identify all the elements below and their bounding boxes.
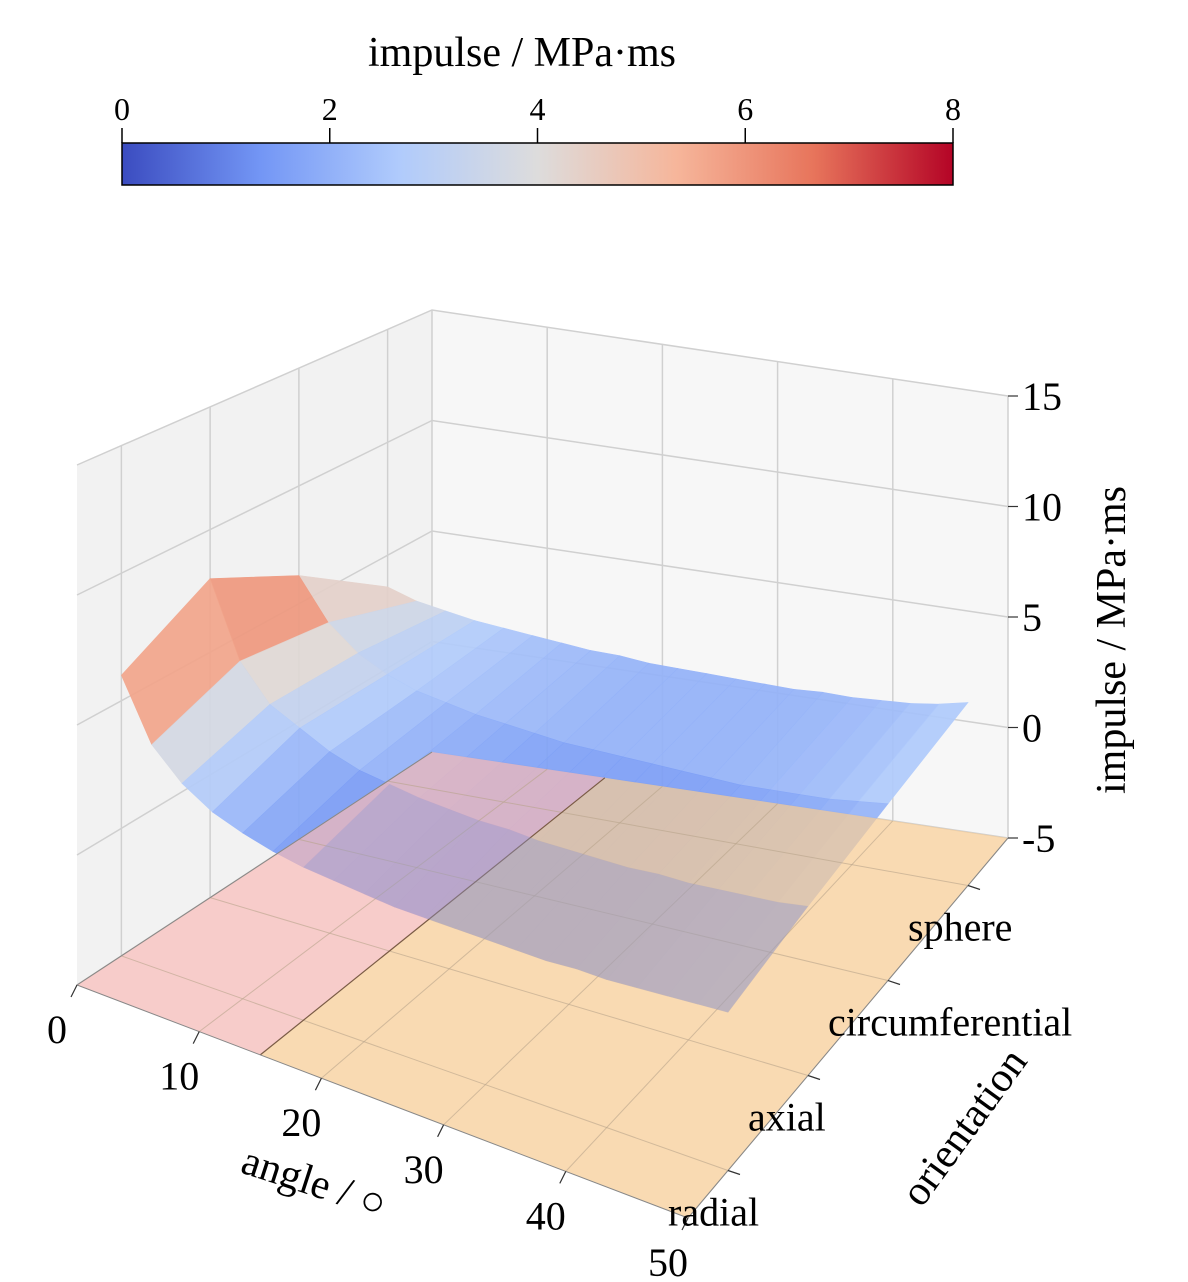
impulse-tick-label: -5 xyxy=(1022,816,1055,861)
angle-ticks: 0 10 20 30 40 50 xyxy=(47,984,689,1282)
orientation-axis-label: orientation xyxy=(892,1040,1036,1214)
angle-tick-mark xyxy=(681,1217,689,1231)
impulse-tick-label: 5 xyxy=(1022,595,1042,640)
colorbar-ticks: 0 2 4 6 8 xyxy=(114,91,961,143)
colorbar-bar xyxy=(121,142,954,186)
orientation-tick-label: circumferential xyxy=(828,1000,1072,1045)
floor-grid-line xyxy=(121,955,729,1171)
colorbar-tick-label: 8 xyxy=(945,91,961,127)
orientation-tick-mark xyxy=(727,1169,741,1176)
orientation-ticks: radial axial circumferential sphere xyxy=(668,884,1072,1235)
colorbar-tick-label: 4 xyxy=(530,91,546,127)
angle-tick-label: 30 xyxy=(404,1147,444,1192)
angle-tick-label: 40 xyxy=(526,1193,566,1238)
floor-grid-line xyxy=(565,820,894,1172)
angle-tick-mark xyxy=(70,984,78,998)
floor-regions xyxy=(77,752,1008,1218)
angle-tick-mark xyxy=(192,1031,200,1044)
angle-tick-label: 0 xyxy=(47,1007,67,1052)
floor-region xyxy=(77,752,605,1055)
impulse-axis-label: impulse / MPa·ms xyxy=(1089,486,1135,794)
colorbar-tick-label: 6 xyxy=(737,91,753,127)
floor-region xyxy=(260,777,1008,1218)
colorbar-tick-label: 0 xyxy=(114,91,130,127)
angle-tick-mark xyxy=(559,1171,567,1184)
orientation-tick-label: radial xyxy=(668,1190,759,1235)
floor-outline xyxy=(75,751,1009,1219)
colorbar-tick-label: 2 xyxy=(322,91,338,127)
floor-grid-line xyxy=(321,786,663,1079)
colorbar-label: impulse / MPa·ms xyxy=(368,30,676,76)
impulse-tick-label: 0 xyxy=(1022,706,1042,751)
orientation-tick-label: sphere xyxy=(908,905,1012,950)
colorbar: impulse / MPa·ms 0 2 4 6 8 xyxy=(114,30,961,186)
floor-grid-line xyxy=(298,838,889,981)
floor-grid-line xyxy=(209,897,809,1076)
floor-grid xyxy=(75,751,1009,1219)
impulse-surface-front xyxy=(303,784,808,1013)
region-boundary xyxy=(259,777,606,1056)
angle-tick-label: 20 xyxy=(281,1100,321,1145)
angle-tick-label: 10 xyxy=(159,1054,199,1099)
impulse-tick-label: 15 xyxy=(1022,374,1062,419)
orientation-tick-mark xyxy=(807,1074,821,1081)
angle-tick-mark xyxy=(314,1077,322,1091)
floor-grid-line xyxy=(387,780,969,886)
angle-tick-mark xyxy=(437,1124,445,1138)
floor-grid-line xyxy=(443,803,778,1126)
orientation-tick-label: axial xyxy=(748,1095,826,1140)
orientation-tick-mark xyxy=(967,884,981,891)
surface-overlap xyxy=(303,784,808,1013)
orientation-tick-mark xyxy=(887,979,901,986)
impulse-ticks: -5 0 5 10 15 xyxy=(1008,374,1062,861)
impulse-tick-label: 10 xyxy=(1022,485,1062,530)
floor-grid-line xyxy=(198,768,548,1032)
angle-axis-label: angle / ○ xyxy=(236,1138,392,1228)
angle-tick-label: 50 xyxy=(648,1240,688,1282)
